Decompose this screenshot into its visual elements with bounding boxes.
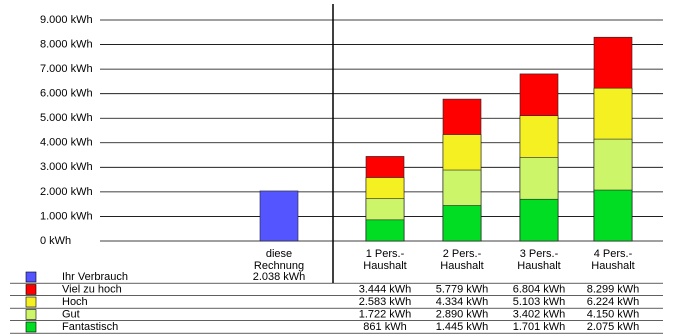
legend-label: Viel zu hoch [62, 283, 122, 295]
y-tick-label: 3.000 kWh [40, 161, 93, 173]
table-value: 6.224 kWh [587, 296, 640, 308]
table-value: 5.103 kWh [513, 296, 566, 308]
table-value: 1.445 kWh [436, 321, 489, 333]
x-tick-label: 1 Pers.-Haushalt [363, 248, 406, 272]
x-tick-label-line: Haushalt [440, 260, 483, 272]
legend-label: Ihr Verbrauch [62, 271, 128, 283]
x-tick-label: 2 Pers.-Haushalt [440, 248, 483, 272]
legend-swatch [25, 296, 37, 308]
bar [259, 190, 299, 242]
y-tick-label: 1.000 kWh [40, 210, 93, 222]
x-tick-label-line: 1 Pers.- [366, 248, 405, 260]
bar [442, 205, 482, 242]
x-tick-label-line: 2 Pers.- [443, 248, 482, 260]
legend-label: Gut [62, 308, 80, 320]
y-tick-label: 9.000 kWh [40, 14, 93, 26]
table-value: 1.701 kWh [513, 321, 566, 333]
table-value: 2.583 kWh [359, 296, 412, 308]
table-value: 6.804 kWh [513, 283, 566, 295]
legend-label: Fantastisch [62, 321, 118, 333]
legend-swatch [25, 271, 37, 283]
x-tick-label-line: 3 Pers.- [520, 248, 559, 260]
table-value: 3.402 kWh [513, 308, 566, 320]
y-tick-label: 5.000 kWh [40, 112, 93, 124]
bar [365, 219, 405, 242]
y-tick-label: 4.000 kWh [40, 137, 93, 149]
table-value: 2.075 kWh [587, 321, 640, 333]
bar [593, 189, 633, 242]
table-value: 3.444 kWh [359, 283, 412, 295]
x-tick-label-line: 4 Pers.- [594, 248, 633, 260]
table-value: 4.334 kWh [436, 296, 489, 308]
x-tick-label: 3 Pers.-Haushalt [517, 248, 560, 272]
table-value: 2.890 kWh [436, 308, 489, 320]
y-tick-label: 2.000 kWh [40, 186, 93, 198]
x-tick-label: diese Rechnung [254, 248, 304, 272]
legend-swatch [25, 284, 37, 295]
table-value: 861 kWh [363, 321, 406, 333]
y-tick-label: 6.000 kWh [40, 88, 93, 100]
x-tick-label-line: Haushalt [363, 260, 406, 272]
table-value: 5.779 kWh [436, 283, 489, 295]
legend-swatch [25, 309, 37, 320]
y-tick-label: 0 kWh [40, 235, 71, 247]
table-value: 4.150 kWh [587, 308, 640, 320]
legend-swatch [25, 321, 37, 333]
x-tick-label-line: Rechnung [254, 260, 304, 272]
table-value: 2.038 kWh [253, 271, 306, 283]
legend-label: Hoch [62, 296, 88, 308]
table-value: 8.299 kWh [587, 283, 640, 295]
x-tick-label-line: Haushalt [591, 260, 634, 272]
y-tick-label: 7.000 kWh [40, 63, 93, 75]
x-tick-label-line: Haushalt [517, 260, 560, 272]
x-tick-label-line: diese [266, 248, 292, 260]
x-tick-label: 4 Pers.-Haushalt [591, 248, 634, 272]
y-tick-label: 8.000 kWh [40, 38, 93, 50]
bar [519, 198, 559, 242]
table-value: 1.722 kWh [359, 308, 412, 320]
